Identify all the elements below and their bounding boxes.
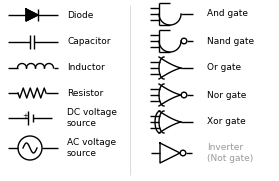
Text: Nor gate: Nor gate <box>207 90 246 100</box>
Text: AC voltage
source: AC voltage source <box>67 138 116 158</box>
Polygon shape <box>26 9 38 21</box>
Text: Nand gate: Nand gate <box>207 37 254 45</box>
Text: Xor gate: Xor gate <box>207 117 246 127</box>
Text: +: + <box>22 113 28 119</box>
Circle shape <box>181 38 187 44</box>
Text: Inductor: Inductor <box>67 64 105 73</box>
Text: And gate: And gate <box>207 9 248 18</box>
Text: Inverter
(Not gate): Inverter (Not gate) <box>207 143 253 163</box>
Text: Capacitor: Capacitor <box>67 37 110 47</box>
Circle shape <box>180 150 186 156</box>
Text: Resistor: Resistor <box>67 89 103 98</box>
Text: DC voltage
source: DC voltage source <box>67 108 117 128</box>
Circle shape <box>181 92 187 98</box>
Text: Or gate: Or gate <box>207 64 241 73</box>
Text: Diode: Diode <box>67 10 93 20</box>
